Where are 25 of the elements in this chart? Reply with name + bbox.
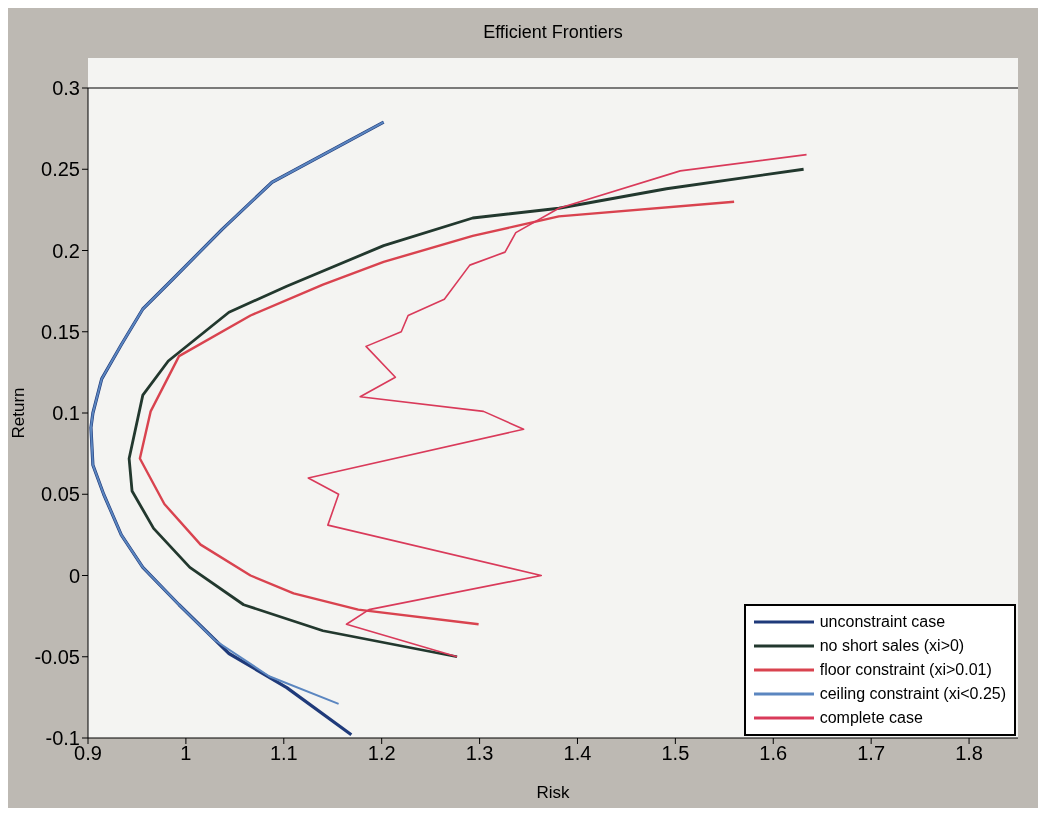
x-axis-title: Risk: [536, 783, 571, 802]
y-tick-label: 0: [68, 564, 80, 587]
y-axis-title: Return: [9, 387, 29, 439]
legend-label: floor constraint (xi>0.01): [819, 661, 992, 679]
x-tick-label: 1.3: [465, 742, 494, 765]
x-tick-label: 1.7: [857, 742, 886, 765]
x-tick-label: 1.8: [955, 742, 983, 765]
y-tick-label: 0.15: [41, 320, 80, 343]
legend-label: complete case: [819, 709, 923, 727]
x-tick-label: 1: [180, 742, 192, 765]
x-tick-label: 1.6: [759, 742, 788, 765]
chart-title: Efficient Frontiers: [482, 22, 624, 43]
legend-label: no short sales (xi>0): [819, 637, 965, 655]
legend-label: ceiling constraint (xi<0.25): [819, 685, 1006, 703]
x-tick-label: 1.1: [269, 742, 298, 765]
y-tick-label: 0.1: [52, 402, 80, 425]
y-tick-label: 0.05: [41, 483, 80, 506]
y-tick-label: 0.3: [52, 77, 80, 100]
x-tick-label: 1.4: [563, 742, 592, 765]
y-tick-label: 0.2: [52, 239, 80, 262]
y-tick-label: -0.05: [34, 645, 80, 668]
y-tick-label: 0.25: [41, 158, 80, 181]
x-tick-label: 1.5: [661, 742, 690, 765]
x-tick-label: 1.2: [367, 742, 396, 765]
legend-label: unconstraint case: [819, 613, 946, 631]
